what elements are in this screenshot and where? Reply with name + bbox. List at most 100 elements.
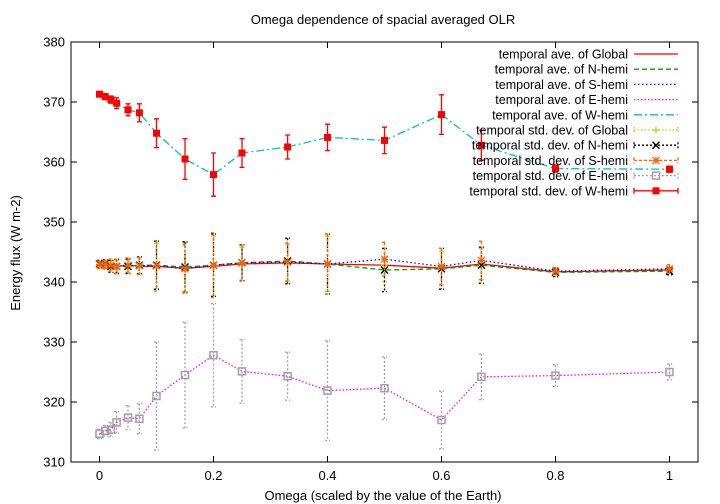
error-bar — [114, 410, 120, 434]
legend-marker — [652, 187, 660, 195]
series-line — [99, 354, 670, 435]
legend-label: temporal std. dev. of N-hemi — [472, 139, 628, 153]
data-point — [238, 258, 246, 267]
legend-label: temporal std. dev. of W-hemi — [469, 184, 628, 198]
error-bar — [382, 356, 387, 421]
y-tick-label: 380 — [43, 35, 65, 50]
series-line — [99, 258, 670, 272]
legend-marker — [652, 141, 660, 150]
data-point — [477, 372, 486, 382]
legend-swatch-cap — [633, 127, 679, 133]
y-tick-label: 330 — [43, 335, 65, 350]
legend-label: temporal std. dev. of Global — [476, 124, 628, 138]
legend-item: temporal ave. of N-hemi — [495, 63, 678, 77]
x-tick-label: 0.6 — [432, 468, 450, 483]
data-point — [283, 258, 292, 267]
x-tick-label: 0.4 — [318, 468, 336, 483]
data-point — [380, 255, 389, 264]
x-tick-label: 0 — [96, 468, 103, 483]
error-bar — [239, 338, 245, 404]
data-point — [477, 141, 485, 149]
y-tick-label: 310 — [43, 455, 65, 470]
data-point — [152, 391, 161, 401]
data-point — [323, 386, 332, 395]
data-point — [283, 371, 292, 381]
plot-frame — [70, 41, 699, 463]
legend-label: temporal std. dev. of E-hemi — [473, 169, 628, 183]
data-point — [95, 260, 104, 269]
data-point — [181, 155, 189, 163]
legend-item: temporal std. dev. of N-hemi — [472, 139, 679, 153]
y-axis-label: Energy flux (W m-2) — [8, 195, 23, 311]
y-tick-label: 350 — [43, 215, 65, 230]
legend-swatch-cap — [633, 187, 679, 194]
data-point — [153, 129, 160, 137]
legend-swatch-cap — [633, 172, 679, 179]
legend-swatch-cap — [633, 142, 679, 149]
x-tick-label: 1 — [666, 468, 673, 483]
y-tick-label: 360 — [43, 155, 65, 170]
data-point — [113, 99, 121, 107]
axis-ticks: 0 0.2 0.4 0.6 0.8 1 310 320 330 340 350 360 370 380 — [43, 35, 698, 483]
data-point — [284, 143, 292, 151]
y-tick-label: 370 — [43, 95, 65, 110]
data-point — [101, 93, 109, 101]
legend-label: temporal ave. of W-hemi — [492, 108, 628, 122]
legend-label: temporal std. dev. of S-hemi — [473, 154, 628, 168]
data-point — [210, 171, 217, 179]
legend-item: temporal ave. of S-hemi — [495, 78, 678, 92]
legend-item: temporal ave. of E-hemi — [495, 93, 678, 107]
data-point — [135, 261, 144, 270]
error-bar — [285, 237, 291, 285]
legend-marker — [651, 171, 661, 180]
error-bar — [211, 302, 216, 408]
error-bar — [478, 240, 484, 281]
data-point — [106, 261, 115, 270]
data-point — [209, 261, 218, 270]
data-point — [124, 106, 132, 114]
error-bar — [125, 404, 131, 431]
x-tick-label: 0.8 — [546, 468, 564, 483]
plot-series — [95, 90, 674, 451]
data-point — [551, 371, 560, 380]
legend-label: temporal ave. of S-hemi — [495, 78, 628, 92]
data-point — [135, 109, 143, 117]
data-point — [552, 165, 559, 173]
series-2 — [99, 258, 670, 272]
data-point — [96, 90, 103, 98]
legend-item: temporal ave. of W-hemi — [492, 108, 678, 122]
data-point — [477, 256, 486, 265]
data-point — [380, 383, 389, 393]
series-7 — [95, 232, 674, 299]
error-bar — [478, 353, 484, 401]
legend-marker — [652, 126, 660, 134]
legend-item: temporal std. dev. of Global — [476, 124, 679, 138]
y-tick-label: 340 — [43, 275, 65, 290]
x-tick-label: 0.2 — [204, 468, 222, 483]
error-bar — [667, 363, 672, 381]
data-point — [209, 350, 218, 360]
data-point — [123, 413, 133, 422]
error-bar — [136, 403, 142, 435]
error-bar — [439, 390, 444, 450]
data-point — [438, 111, 445, 119]
series-8 — [95, 302, 674, 451]
data-point — [100, 426, 110, 436]
data-point — [152, 261, 161, 270]
data-point — [124, 261, 132, 270]
data-point — [106, 425, 116, 434]
data-point — [112, 418, 121, 427]
legend-label: temporal ave. of Global — [499, 48, 628, 62]
error-bar — [285, 351, 291, 401]
data-point — [107, 96, 115, 104]
legend-item: temporal ave. of Global — [499, 48, 678, 62]
legend-item: temporal std. dev. of E-hemi — [473, 169, 679, 183]
data-point — [551, 267, 560, 276]
data-point — [324, 133, 331, 141]
data-point — [437, 415, 446, 425]
data-point — [135, 414, 144, 424]
data-point — [101, 260, 110, 269]
